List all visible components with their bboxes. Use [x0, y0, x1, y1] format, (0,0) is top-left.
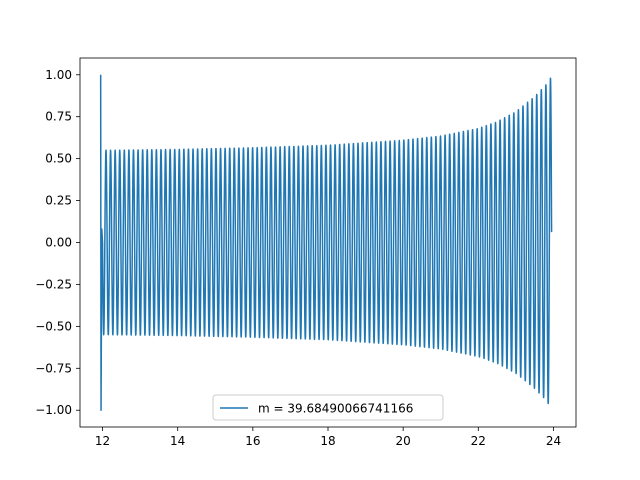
legend-box: [212, 394, 444, 421]
x-tick-label: 16: [245, 434, 260, 448]
y-tick-label: 0.75: [45, 110, 72, 124]
x-tick-label: 18: [320, 434, 335, 448]
y-tick-label: 0.00: [45, 236, 72, 250]
y-tick-label: 0.50: [45, 152, 72, 166]
x-tick-label: 20: [396, 434, 411, 448]
x-axis: 12 14 16 18 20 22 24: [95, 427, 561, 448]
plot-area: [79, 57, 577, 428]
x-tick-label: 12: [95, 434, 110, 448]
y-tick-label: −0.75: [35, 361, 72, 375]
y-tick-label: −1.00: [35, 403, 72, 417]
y-tick-label: 0.25: [45, 194, 72, 208]
y-tick-label: 1.00: [45, 68, 72, 82]
x-tick-label: 14: [170, 434, 185, 448]
legend-label: m = 39.68490066741166: [258, 402, 413, 416]
legend: m = 39.68490066741166: [212, 394, 444, 421]
x-tick-label: 24: [546, 434, 561, 448]
series-line: [99, 74, 553, 411]
x-tick-label: 22: [471, 434, 486, 448]
y-tick-label: −0.25: [35, 277, 72, 291]
y-tick-label: −0.50: [35, 319, 72, 333]
y-axis: −1.00 −0.75 −0.50 −0.25 0.00 0.25 0.50 0.75 1.00: [35, 68, 80, 417]
